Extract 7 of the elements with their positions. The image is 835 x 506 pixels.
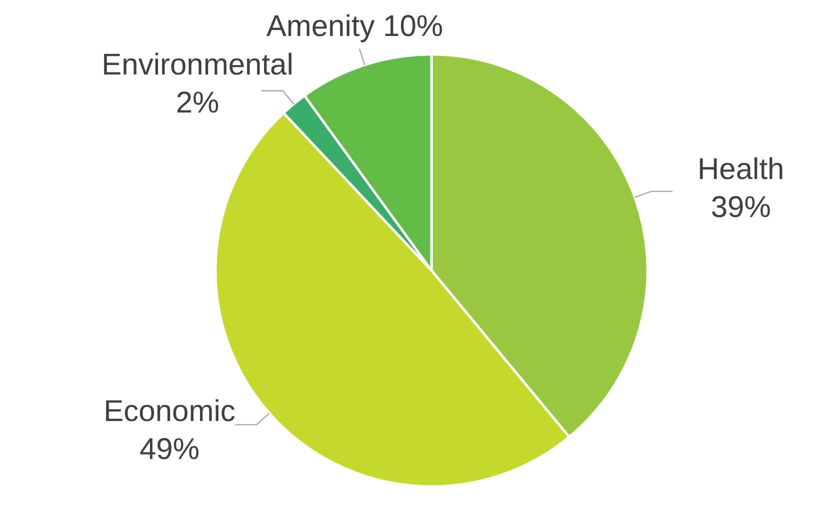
slice-label: Amenity 10%	[266, 10, 444, 43]
slice-label: Health	[698, 153, 784, 186]
data-label: 39%	[710, 190, 771, 224]
data-label: 2%	[176, 86, 220, 120]
slice-label: Economic	[104, 394, 236, 428]
slice-label: Environmental	[102, 48, 294, 82]
data-label: 49%	[140, 432, 200, 466]
